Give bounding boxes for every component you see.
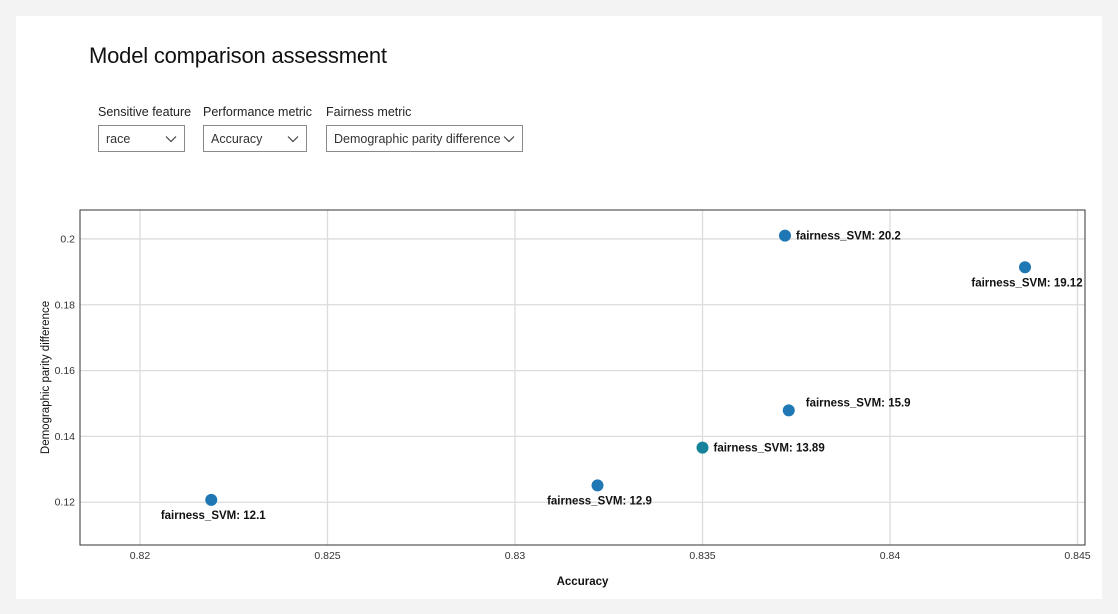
data-point-group[interactable]: fairness_SVM: 12.9 <box>547 479 652 507</box>
data-points: fairness_SVM: 20.2 fairness_SVM: 19.12 fai… <box>161 229 1083 522</box>
chevron-down-icon <box>503 135 515 142</box>
x-tick-label: 0.845 <box>1064 550 1090 562</box>
fairness-metric-value: Demographic parity difference <box>334 131 501 146</box>
sensitive-feature-label: Sensitive feature <box>98 105 192 119</box>
y-axis-ticks: 0.12 0.14 0.16 0.18 0.2 <box>55 233 76 508</box>
x-tick-label: 0.825 <box>314 550 340 562</box>
chevron-down-icon <box>165 135 177 142</box>
plot-area <box>79 209 1086 546</box>
y-tick-label: 0.12 <box>55 497 76 509</box>
data-point-label: fairness_SVM: 12.1 <box>161 510 266 522</box>
data-point-label: fairness_SVM: 20.2 <box>796 231 901 243</box>
chevron-down-icon <box>287 135 299 142</box>
x-tick-label: 0.83 <box>505 550 526 562</box>
sensitive-feature-dropdown[interactable]: race <box>98 125 185 152</box>
page-title: Model comparison assessment <box>89 43 387 68</box>
y-tick-label: 0.16 <box>55 365 76 377</box>
data-point-group[interactable]: fairness_SVM: 20.2 <box>779 229 901 243</box>
y-tick-label: 0.14 <box>55 431 76 443</box>
data-point-group[interactable]: fairness_SVM: 12.1 <box>161 493 266 522</box>
fairness-metric-label: Fairness metric <box>326 105 412 119</box>
data-point[interactable] <box>591 479 604 492</box>
y-tick-label: 0.2 <box>60 233 75 245</box>
data-point-label: fairness_SVM: 15.9 <box>806 397 911 409</box>
chart-grid <box>80 210 1085 545</box>
x-tick-label: 0.84 <box>880 550 901 562</box>
data-point-label: fairness_SVM: 13.89 <box>714 443 825 455</box>
x-tick-label: 0.82 <box>130 550 151 562</box>
sensitive-feature-value: race <box>106 131 131 146</box>
model-comparison-card: Model comparison assessment Sensitive fe… <box>16 16 1102 599</box>
performance-metric-label: Performance metric <box>203 105 313 119</box>
x-axis-title: Accuracy <box>557 576 609 588</box>
x-tick-label: 0.835 <box>689 550 715 562</box>
data-point-label: fairness_SVM: 12.9 <box>547 495 652 507</box>
data-point-group[interactable]: fairness_SVM: 19.12 <box>971 261 1083 289</box>
data-point[interactable] <box>205 493 218 506</box>
data-point-group[interactable]: fairness_SVM: 15.9 <box>782 397 911 417</box>
performance-metric-value: Accuracy <box>211 131 263 146</box>
y-tick-label: 0.18 <box>55 299 76 311</box>
performance-metric-group: Performance metric Accuracy <box>203 103 312 152</box>
data-point[interactable] <box>1019 261 1031 274</box>
data-point[interactable] <box>782 404 795 417</box>
x-axis-ticks: 0.82 0.825 0.83 0.835 0.84 0.845 <box>130 550 1091 562</box>
sensitive-feature-group: Sensitive feature race <box>98 103 191 152</box>
data-point[interactable] <box>779 229 791 242</box>
data-point-label: fairness_SVM: 19.12 <box>971 277 1082 289</box>
scatter-chart: 0.82 0.825 0.83 0.835 0.84 0.845 0.12 0.14 0.16… <box>40 209 1091 588</box>
performance-metric-dropdown[interactable]: Accuracy <box>203 125 307 152</box>
y-axis-title: Demographic parity difference <box>40 301 52 454</box>
data-point-group[interactable]: fairness_SVM: 13.89 <box>696 441 825 455</box>
fairness-metric-group: Fairness metric Demographic parity diffe… <box>326 103 523 152</box>
fairness-metric-dropdown[interactable]: Demographic parity difference <box>326 125 523 152</box>
data-point[interactable] <box>696 441 709 454</box>
